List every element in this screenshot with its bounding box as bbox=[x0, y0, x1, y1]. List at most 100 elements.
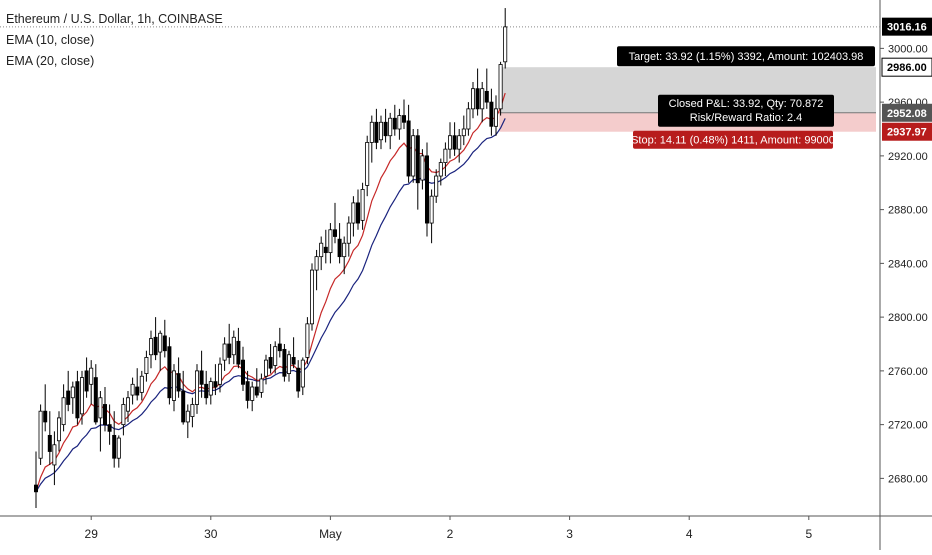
candle-body[interactable] bbox=[489, 101, 494, 127]
candle-body[interactable] bbox=[282, 348, 287, 377]
candle-body[interactable] bbox=[305, 323, 310, 358]
candle-body[interactable] bbox=[84, 370, 89, 392]
candle-body[interactable] bbox=[434, 175, 439, 197]
candle-body[interactable] bbox=[323, 246, 328, 254]
candle-body[interactable] bbox=[176, 373, 181, 392]
candle-body[interactable] bbox=[254, 386, 259, 396]
candle-body[interactable] bbox=[80, 377, 85, 415]
candle-body[interactable] bbox=[480, 88, 485, 110]
candle-body[interactable] bbox=[181, 390, 186, 423]
candle-body[interactable] bbox=[103, 404, 108, 426]
candle-body[interactable] bbox=[130, 383, 135, 396]
candle-body[interactable] bbox=[171, 370, 176, 401]
candle-body[interactable] bbox=[158, 332, 163, 353]
candle-body[interactable] bbox=[328, 229, 333, 254]
candle-body[interactable] bbox=[34, 484, 39, 493]
candle-body[interactable] bbox=[57, 417, 62, 442]
target-label-bg[interactable] bbox=[617, 46, 875, 67]
candle-body[interactable] bbox=[236, 340, 241, 365]
candle-body[interactable] bbox=[43, 410, 48, 423]
target-price-tag-bg[interactable] bbox=[882, 58, 932, 77]
candle-body[interactable] bbox=[392, 117, 397, 130]
candle-body[interactable] bbox=[286, 354, 291, 374]
candle-body[interactable] bbox=[52, 444, 57, 466]
entry-price-tag-bg[interactable] bbox=[882, 103, 932, 122]
candle-body[interactable] bbox=[503, 26, 508, 63]
candle-body[interactable] bbox=[89, 367, 94, 385]
candle-body[interactable] bbox=[273, 346, 278, 366]
pnl-label-bg[interactable] bbox=[658, 94, 834, 127]
candle-body[interactable] bbox=[259, 378, 264, 393]
candle-body[interactable] bbox=[75, 381, 80, 419]
stop-price-tag-bg[interactable] bbox=[882, 122, 932, 141]
candle-body[interactable] bbox=[61, 397, 66, 426]
candle-body[interactable] bbox=[447, 135, 452, 150]
candle-body[interactable] bbox=[420, 155, 425, 181]
candle-body[interactable] bbox=[443, 148, 448, 163]
candle-body[interactable] bbox=[245, 381, 250, 401]
candle-body[interactable] bbox=[332, 229, 337, 237]
candle-body[interactable] bbox=[300, 359, 305, 388]
candle-body[interactable] bbox=[227, 343, 232, 358]
candle-body[interactable] bbox=[208, 381, 213, 396]
candle-body[interactable] bbox=[452, 135, 457, 150]
last-price-tag-bg[interactable] bbox=[882, 17, 932, 36]
candle-body[interactable] bbox=[38, 410, 43, 459]
candle-body[interactable] bbox=[309, 269, 314, 325]
candle-body[interactable] bbox=[107, 424, 112, 432]
candle-body[interactable] bbox=[401, 115, 406, 123]
candle-body[interactable] bbox=[121, 404, 126, 426]
candle-body[interactable] bbox=[365, 142, 370, 186]
candle-body[interactable] bbox=[139, 375, 144, 393]
candle-body[interactable] bbox=[351, 202, 356, 224]
candle-body[interactable] bbox=[277, 343, 282, 352]
candle-body[interactable] bbox=[240, 359, 245, 385]
candle-body[interactable] bbox=[493, 108, 498, 127]
candle-body[interactable] bbox=[406, 120, 411, 177]
candle-body[interactable] bbox=[374, 121, 379, 143]
candle-body[interactable] bbox=[153, 336, 158, 356]
candle-body[interactable] bbox=[466, 108, 471, 130]
candle-body[interactable] bbox=[190, 404, 195, 417]
candle-body[interactable] bbox=[388, 117, 393, 137]
candle-body[interactable] bbox=[194, 370, 199, 405]
candle-body[interactable] bbox=[66, 390, 71, 405]
candle-body[interactable] bbox=[369, 121, 374, 143]
candle-body[interactable] bbox=[162, 335, 167, 352]
candle-body[interactable] bbox=[126, 397, 131, 412]
candle-body[interactable] bbox=[296, 367, 301, 392]
candle-body[interactable] bbox=[213, 381, 218, 388]
candle-body[interactable] bbox=[204, 383, 209, 399]
candle-body[interactable] bbox=[47, 434, 52, 452]
candle-body[interactable] bbox=[314, 256, 319, 271]
candle-body[interactable] bbox=[355, 202, 360, 224]
chart-title[interactable]: Ethereum / U.S. Dollar, 1h, COINBASE bbox=[6, 12, 223, 26]
candle-body[interactable] bbox=[411, 135, 416, 177]
candle-body[interactable] bbox=[144, 357, 149, 374]
legend-ema20[interactable]: EMA (20, close) bbox=[6, 54, 95, 68]
candle-body[interactable] bbox=[383, 121, 388, 137]
candle-body[interactable] bbox=[231, 336, 236, 356]
candle-body[interactable] bbox=[397, 115, 402, 130]
candle-body[interactable] bbox=[93, 377, 98, 423]
candle-body[interactable] bbox=[70, 386, 75, 399]
candle-body[interactable] bbox=[342, 242, 347, 258]
candle-body[interactable] bbox=[438, 162, 443, 177]
candle-body[interactable] bbox=[250, 386, 255, 401]
candle-body[interactable] bbox=[268, 357, 273, 369]
stop-label-bg[interactable] bbox=[633, 130, 833, 149]
candle-body[interactable] bbox=[429, 195, 434, 224]
candle-body[interactable] bbox=[484, 90, 489, 103]
candle-body[interactable] bbox=[217, 363, 222, 385]
candle-body[interactable] bbox=[98, 397, 103, 419]
candle-body[interactable] bbox=[461, 128, 466, 137]
candle-body[interactable] bbox=[116, 437, 121, 459]
candle-body[interactable] bbox=[185, 410, 190, 423]
candle-body[interactable] bbox=[424, 155, 429, 224]
candle-body[interactable] bbox=[135, 386, 140, 396]
candle-body[interactable] bbox=[199, 370, 204, 385]
candle-body[interactable] bbox=[378, 121, 383, 141]
candle-body[interactable] bbox=[470, 88, 475, 110]
candle-body[interactable] bbox=[263, 359, 268, 377]
